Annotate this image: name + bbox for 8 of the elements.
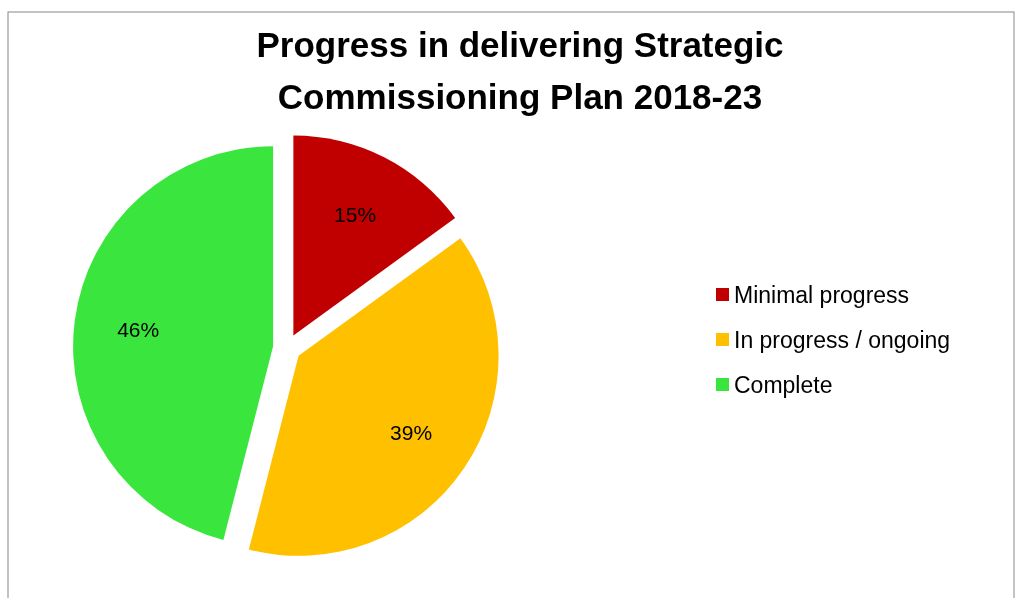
legend-label: Complete [734,372,833,398]
chart-title: Progress in delivering Strategic Commissioning Plan 2018-23 [256,25,784,116]
data-label: 39% [390,420,433,444]
data-label: 46% [117,317,160,341]
data-label: 15% [334,202,377,226]
legend-entry: Complete [716,372,833,398]
legend-entry: Minimal progress [716,282,910,308]
legend-entry: In progress / ongoing [716,327,951,353]
